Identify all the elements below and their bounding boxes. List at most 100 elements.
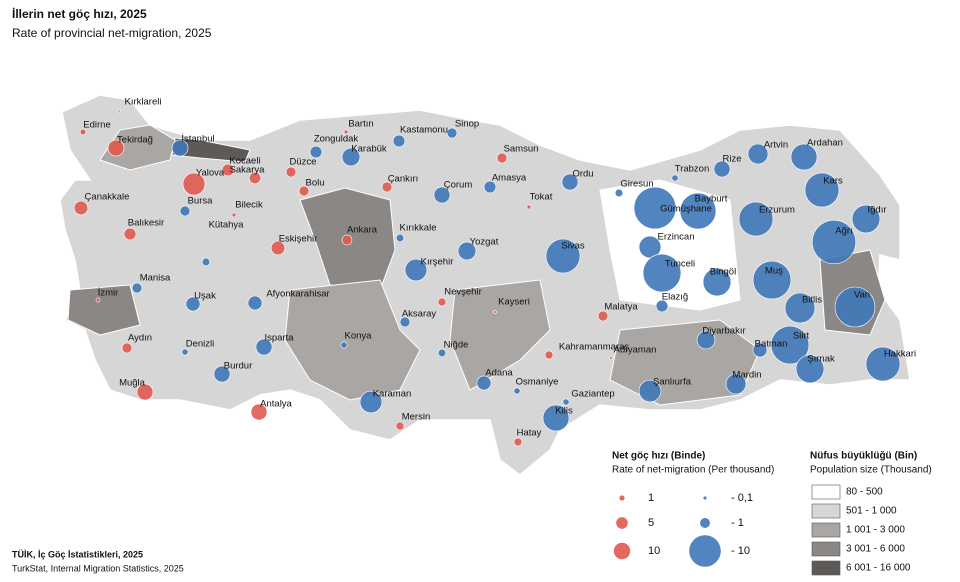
province-label: Siirt xyxy=(793,331,810,342)
province-label: Nevşehir xyxy=(444,287,482,298)
province-bubble xyxy=(247,295,263,311)
province-bubble xyxy=(795,354,825,384)
province-label: Kahramanmaraş xyxy=(559,342,629,353)
province-label: Mersin xyxy=(402,412,431,423)
province-label: Kars xyxy=(823,176,843,187)
legend-label: 1 xyxy=(648,492,654,504)
province-label: Edirne xyxy=(83,120,110,131)
province-bubble xyxy=(562,398,570,406)
province-label: Mardin xyxy=(732,370,761,381)
province-label: Bartın xyxy=(348,119,373,130)
province-label: Samsun xyxy=(504,144,539,155)
province-bubble xyxy=(395,421,405,431)
province-label: Aydın xyxy=(128,333,152,344)
province-bubble xyxy=(642,253,682,293)
province-bubble xyxy=(446,127,458,139)
province-bubble xyxy=(752,342,768,358)
province-label: Giresun xyxy=(620,179,653,190)
province-label: Zonguldak xyxy=(314,134,359,145)
province-label: Eskişehir xyxy=(279,234,318,245)
province-label: Osmaniye xyxy=(516,377,559,388)
province-bubble xyxy=(255,338,273,356)
province-bubble xyxy=(171,139,189,157)
province-bubble xyxy=(738,201,774,237)
legend-label: 3 001 - 6 000 xyxy=(846,544,905,555)
province-bubble xyxy=(341,147,361,167)
province-label: Karaman xyxy=(373,389,412,400)
province-label: Diyarbakır xyxy=(702,326,745,337)
province-bubble xyxy=(79,128,87,136)
province-bubble xyxy=(614,188,624,198)
province-label: Kastamonu xyxy=(400,125,448,136)
province-label: İzmir xyxy=(98,288,119,299)
legend-bubble xyxy=(616,517,628,529)
legend-label: - 10 xyxy=(731,545,750,557)
province-bubble xyxy=(248,171,262,185)
province-bubble xyxy=(747,143,769,165)
province-bubble xyxy=(834,286,876,328)
province-label: Ankara xyxy=(347,225,378,236)
province-label: Adana xyxy=(485,368,513,379)
province-bubble xyxy=(73,200,89,216)
province-label: Bitlis xyxy=(802,295,822,306)
legend-label: 10 xyxy=(648,545,660,557)
province-label: Balıkesir xyxy=(128,218,164,229)
province-bubble xyxy=(395,233,405,243)
province-bubble xyxy=(181,348,189,356)
province-bubble xyxy=(770,325,810,365)
province-bubble xyxy=(399,316,411,328)
legend-swatch xyxy=(811,484,841,500)
province-label: Tokat xyxy=(530,192,553,203)
province-label: Trabzon xyxy=(675,164,710,175)
legend: 1 5 10 - 0,1 - 1 - 10 80 - 500 501 - 1 000 1 001… xyxy=(613,484,911,576)
province-label: Rize xyxy=(722,154,741,165)
province-label: Çankırı xyxy=(388,174,419,185)
province-bubble xyxy=(544,350,554,360)
province-bubble xyxy=(179,205,191,217)
province-bubble xyxy=(784,292,816,324)
province-bubble xyxy=(561,173,579,191)
province-label: Ağrı xyxy=(835,226,852,237)
province-bubble xyxy=(359,390,383,414)
bubbles xyxy=(73,109,901,447)
province-bubble xyxy=(638,379,662,403)
province-bubble xyxy=(655,299,669,313)
province-bubble xyxy=(340,341,348,349)
region xyxy=(67,284,141,336)
province-label: Kocaeli xyxy=(229,156,260,167)
legend-bubble xyxy=(703,496,707,500)
province-label: Ardahan xyxy=(807,138,843,149)
province-label: Antalya xyxy=(260,399,292,410)
province-bubble xyxy=(285,166,297,178)
province-bubble xyxy=(117,109,121,113)
province-label: Bolu xyxy=(305,178,324,189)
province-bubble xyxy=(725,373,747,395)
region xyxy=(449,279,551,391)
province-bubble xyxy=(526,204,532,210)
province-bubble xyxy=(231,212,237,218)
province-label: Niğde xyxy=(444,340,469,351)
province-label: Çanakkale xyxy=(85,192,130,203)
province-bubble xyxy=(804,172,840,208)
province-label: Batman xyxy=(755,339,788,350)
province-bubble xyxy=(476,375,492,391)
province-label: Muş xyxy=(765,266,783,277)
legend-bubble xyxy=(700,518,710,528)
province-bubble xyxy=(437,348,447,358)
province-bubble xyxy=(270,240,286,256)
subtitle: Rate of provincial net-migration, 2025 xyxy=(12,26,212,40)
province-label: Yozgat xyxy=(470,237,499,248)
province-bubble xyxy=(136,383,154,401)
labels: Kırklareli Edirne Tekirdağ İstanbul Kocaeli Y… xyxy=(83,97,916,439)
province-label: Kırklareli xyxy=(125,97,162,108)
province-bubble xyxy=(865,346,901,382)
province-label: Burdur xyxy=(224,361,253,372)
province-bubble xyxy=(496,152,508,164)
province-label: Hakkari xyxy=(884,349,916,360)
province-bubble xyxy=(545,238,581,274)
province-bubble xyxy=(790,143,818,171)
province-label: Afyonkarahisar xyxy=(266,289,329,300)
legend-title: Net göç hızı (Binde) xyxy=(612,451,705,462)
province-bubble xyxy=(851,204,881,234)
province-label: Elazığ xyxy=(662,292,688,303)
